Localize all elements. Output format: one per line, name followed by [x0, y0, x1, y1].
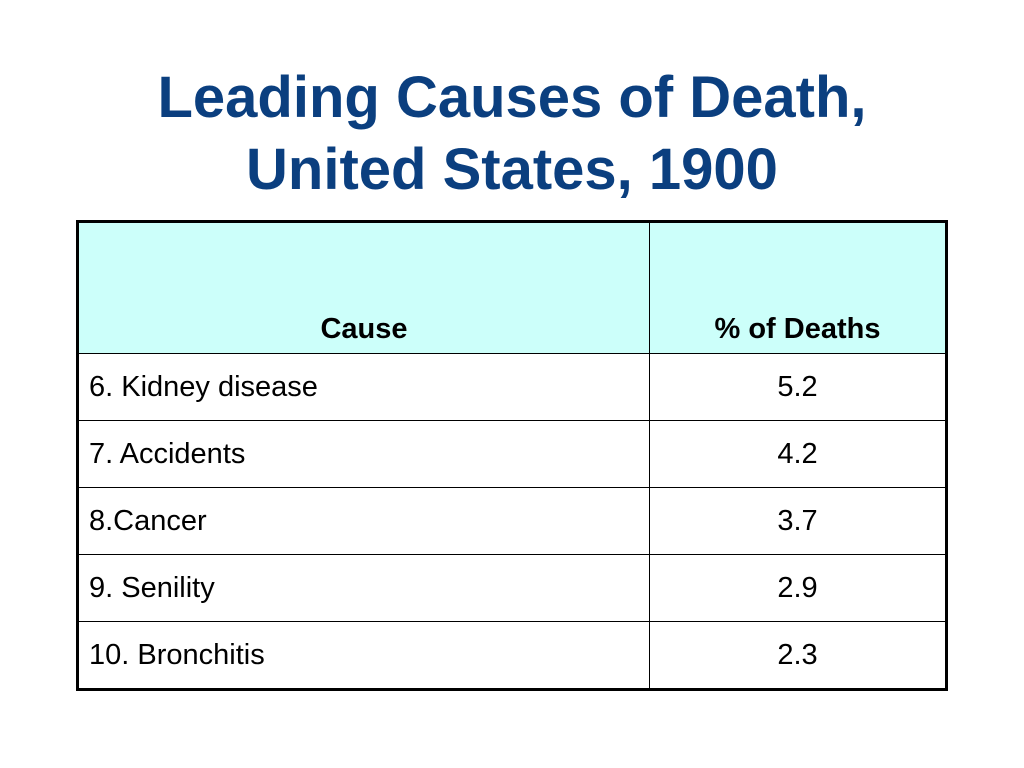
- slide-title: Leading Causes of Death, United States, …: [0, 62, 1024, 206]
- cause-cell: 6. Kidney disease: [77, 353, 650, 421]
- title-line-1: Leading Causes of Death,: [157, 65, 867, 130]
- cause-cell: 10. Bronchitis: [77, 621, 650, 690]
- percent-cell: 5.2: [649, 353, 947, 421]
- header-cause: Cause: [77, 221, 650, 354]
- table-row: 9. Senility 2.9: [77, 554, 947, 622]
- title-line-2: United States, 1900: [246, 137, 778, 202]
- table-row: 10. Bronchitis 2.3: [77, 621, 947, 690]
- percent-cell: 2.3: [649, 621, 947, 690]
- percent-cell: 4.2: [649, 420, 947, 488]
- header-percent: % of Deaths: [649, 221, 947, 354]
- table-row: 7. Accidents 4.2: [77, 420, 947, 488]
- cause-cell: 9. Senility: [77, 554, 650, 622]
- table-row: 6. Kidney disease 5.2: [77, 353, 947, 421]
- causes-table: Cause % of Deaths 6. Kidney disease 5.2 …: [76, 220, 948, 691]
- table-row: 8.Cancer 3.7: [77, 487, 947, 555]
- cause-cell: 8.Cancer: [77, 487, 650, 555]
- cause-cell: 7. Accidents: [77, 420, 650, 488]
- header-row: Cause % of Deaths: [77, 221, 947, 354]
- percent-cell: 2.9: [649, 554, 947, 622]
- percent-cell: 3.7: [649, 487, 947, 555]
